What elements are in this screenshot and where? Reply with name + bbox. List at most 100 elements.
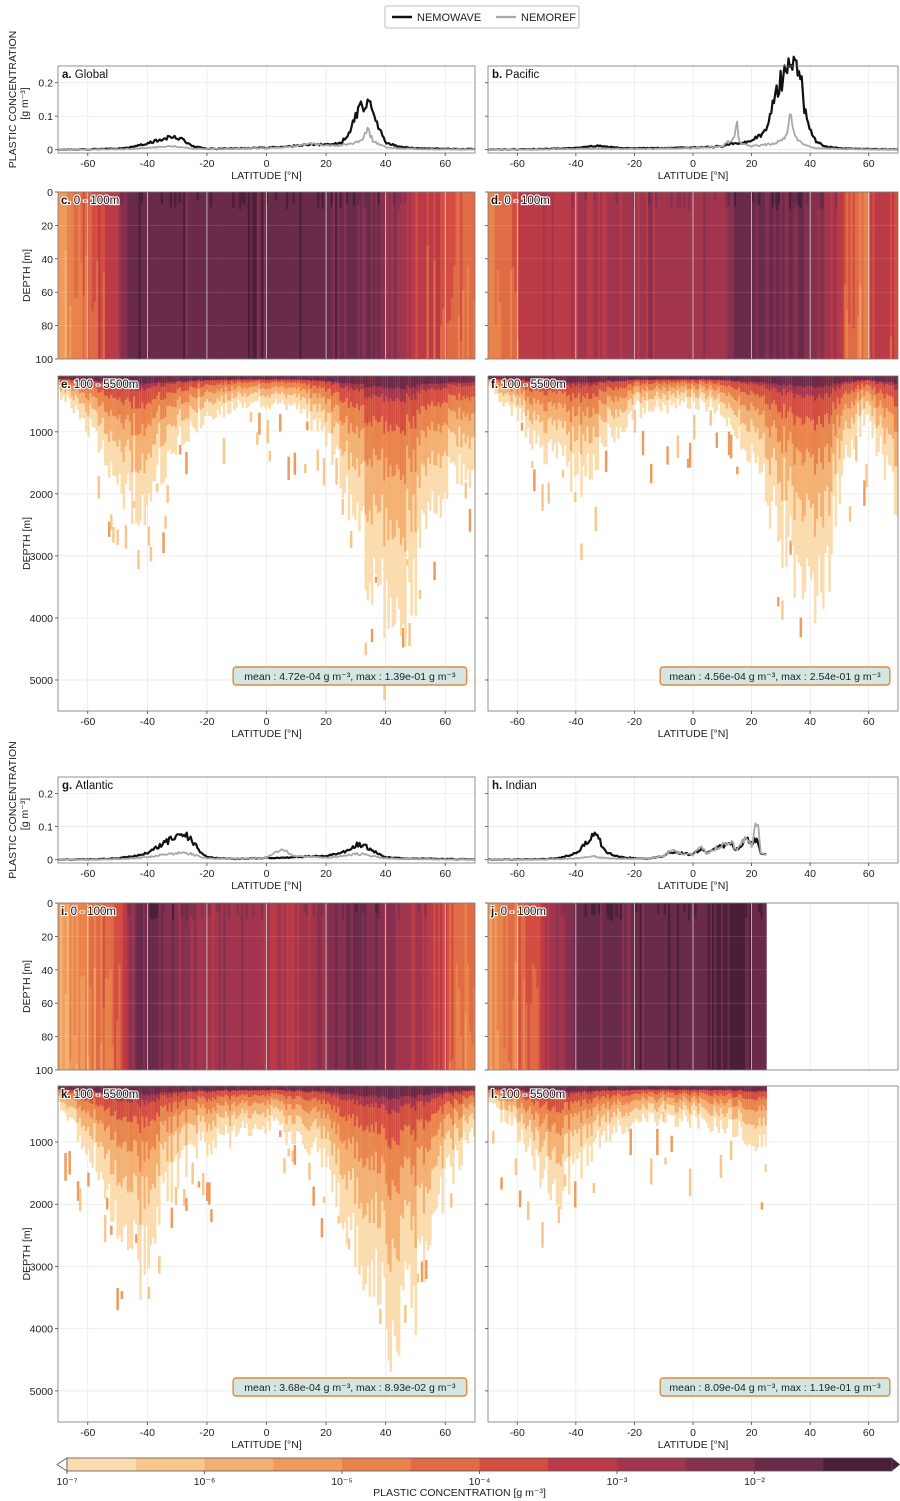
deep-panel-1-band <box>723 376 727 386</box>
surface-panel-2-column <box>75 903 79 1070</box>
surface-panel-2-column <box>254 903 258 1070</box>
deep-panel-0-band <box>408 376 411 422</box>
deep-panel-1-band <box>588 376 591 399</box>
deep-panel-2-patch <box>322 1196 326 1204</box>
deep-panel-2-topband <box>281 1086 284 1090</box>
surface-panel-0-column <box>455 192 459 359</box>
deep-panel-1-band <box>627 376 630 385</box>
deep-panel-2-topband <box>124 1086 128 1094</box>
deep-panel-2-band <box>345 1086 349 1121</box>
deep-panel-0-band <box>72 376 76 385</box>
deep-panel-2-topband <box>304 1086 307 1091</box>
surface-panel-3-column <box>683 903 687 1070</box>
deep-panel-2-band <box>339 1086 342 1117</box>
line-panel-1-xtick-label-6: 60 <box>863 158 875 170</box>
deep-panel-1-band <box>553 376 557 391</box>
deep-panel-0-topband <box>112 376 115 383</box>
deep-panel-1-topband <box>516 376 520 381</box>
deep-panel-2-band <box>126 1086 130 1123</box>
surface-panel-1-column <box>813 192 816 359</box>
deep-panel-0-topband <box>389 376 392 388</box>
deep-panel-1-band <box>867 376 870 385</box>
deep-panel-2-topband <box>381 1086 384 1096</box>
deep-panel-2-topband <box>470 1086 474 1091</box>
deep-panel-0-band <box>377 376 380 423</box>
deep-panel-2-band <box>387 1086 390 1147</box>
surface-panel-1-topband <box>683 192 687 208</box>
surface-panel-3-column <box>510 903 513 1070</box>
surface-panel-0-column <box>212 192 215 359</box>
deep-panel-1-topband <box>645 376 649 380</box>
surface-panel-2-column <box>91 903 95 1070</box>
deep-panel-2-topband <box>80 1086 84 1091</box>
deep-panel-0-band <box>360 376 363 406</box>
surface-panel-1-column <box>775 192 779 359</box>
deep-panel-2-topband <box>58 1086 61 1090</box>
surface-panel-1-column <box>505 192 509 359</box>
deep-panel-0-topband <box>310 376 313 381</box>
deep-panel-2-band <box>410 1086 413 1135</box>
deep-panel-1-patch <box>676 435 680 459</box>
deep-panel-1-patch <box>533 469 536 492</box>
surface-panel-3-column <box>720 903 724 1070</box>
deep-panel-1-topband <box>729 376 733 381</box>
deep-panel-2-topband <box>316 1086 319 1092</box>
deep-panel-1-band <box>818 376 821 416</box>
deep-panel-0-title: e. 100 - 5500m <box>61 379 138 391</box>
deep-panel-1-topband <box>789 376 792 385</box>
surface-panel-0-column <box>424 192 427 359</box>
deep-panel-2-topband <box>466 1086 470 1091</box>
surface-panel-0-column <box>292 192 296 359</box>
deep-panel-0-band <box>464 376 468 399</box>
surface-panel-1-streak <box>499 302 502 359</box>
deep-panel-2-xtick-label-5: 40 <box>380 1427 392 1439</box>
surface-panel-0-column <box>323 192 327 359</box>
deep-panel-1-band <box>568 376 571 395</box>
surface-panel-3-column <box>626 903 629 1070</box>
deep-panel-0-band <box>445 376 449 403</box>
deep-panel-2-band <box>441 1086 445 1114</box>
surface-panel-0-title-label: 0 - 100m <box>74 195 119 207</box>
surface-panel-3-column <box>729 903 733 1070</box>
deep-panel-1-topband <box>809 376 813 387</box>
surface-panel-2-streak <box>64 994 68 1070</box>
deep-panel-0-band <box>383 376 386 434</box>
deep-panel-1-topband <box>592 376 596 382</box>
deep-panel-1-band <box>842 376 846 395</box>
surface-panel-3-column <box>547 903 550 1070</box>
surface-panel-2-topband <box>207 903 211 918</box>
deep-panel-0-band <box>433 376 436 407</box>
deep-panel-2-topband <box>383 1086 386 1097</box>
surface-panel-2-ytick-label-5: 100 <box>35 1065 53 1077</box>
deep-panel-2-topband <box>108 1086 111 1093</box>
surface-panel-1-topband <box>819 192 823 208</box>
deep-panel-0-topband <box>312 376 315 381</box>
surface-panel-1-column <box>545 192 548 359</box>
surface-panel-2-topband <box>341 903 345 921</box>
deep-panel-0-topband <box>66 376 69 380</box>
surface-panel-0-column <box>283 192 287 359</box>
deep-panel-2-patch <box>120 1291 124 1299</box>
deep-panel-0-xtick-label-6: 60 <box>439 716 451 728</box>
deep-panel-0-topband <box>172 376 176 382</box>
deep-panel-2-patch <box>283 1158 286 1174</box>
deep-panel-2-topband <box>285 1086 288 1091</box>
surface-panel-2-column <box>393 903 396 1070</box>
surface-panel-1-column <box>523 192 526 359</box>
deep-panel-0-topband <box>153 376 157 383</box>
surface-panel-2-ytick-label-3: 60 <box>41 998 53 1010</box>
deep-panel-2-topband <box>454 1086 457 1091</box>
surface-panel-2-column <box>160 903 164 1070</box>
deep-panel-0-band <box>418 376 422 414</box>
surface-panel-0-streak <box>448 320 452 359</box>
deep-panel-1-topband <box>688 376 692 380</box>
surface-panel-2-streak <box>460 1037 463 1070</box>
deep-panel-2-stat-text: mean : 3.68e-04 g m⁻³, max : 8.93e-02 g … <box>244 1382 456 1394</box>
surface-panel-3-streak <box>523 979 526 1070</box>
deep-panel-0-topband <box>456 376 459 383</box>
surface-panel-0-streak <box>64 250 68 359</box>
deep-panel-2-band <box>422 1086 426 1130</box>
deep-panel-2-band <box>191 1086 194 1100</box>
deep-panel-2-topband <box>83 1086 86 1091</box>
deep-panel-2-topband <box>395 1086 399 1100</box>
